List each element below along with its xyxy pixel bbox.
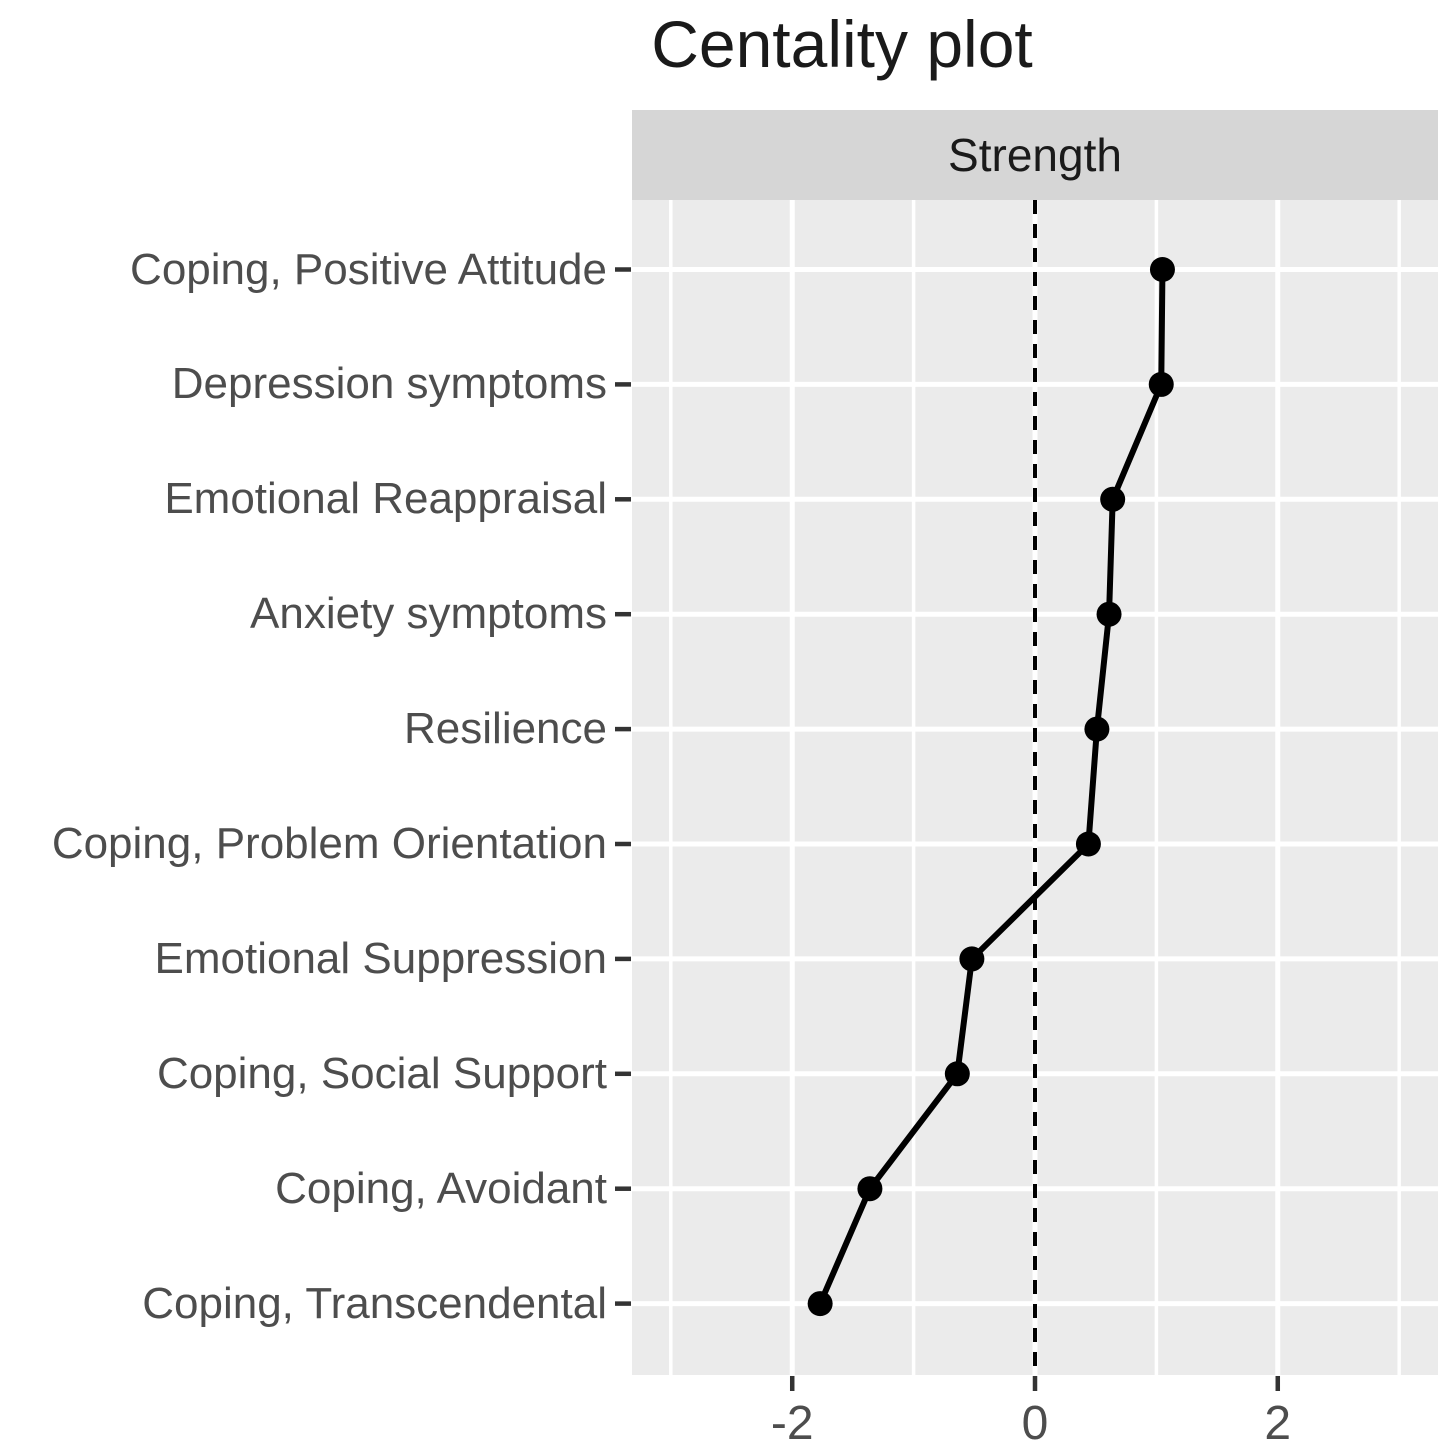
data-point xyxy=(944,1061,970,1087)
y-axis-label: Coping, Avoidant xyxy=(275,1163,607,1213)
data-point xyxy=(1100,486,1126,512)
y-axis-label: Anxiety symptoms xyxy=(250,589,607,639)
data-point xyxy=(857,1176,883,1202)
y-axis-label: Depression symptoms xyxy=(171,359,607,409)
data-line xyxy=(817,269,1166,1305)
y-axis-label: Emotional Suppression xyxy=(154,933,607,983)
x-axis-tick-label: 0 xyxy=(1021,1397,1049,1450)
y-axis-label: Coping, Transcendental xyxy=(142,1278,607,1328)
data-point xyxy=(1084,716,1110,742)
data-point xyxy=(1149,257,1175,282)
chart-title: Centality plot xyxy=(651,7,1033,81)
facet-strip-label: Strength xyxy=(948,129,1122,181)
data-point xyxy=(1075,831,1101,857)
data-point xyxy=(1096,601,1122,627)
y-axis-label: Resilience xyxy=(404,704,607,754)
data-point xyxy=(1148,371,1174,397)
x-axis-tick-label: -2 xyxy=(770,1397,814,1450)
y-axis-label: Coping, Positive Attitude xyxy=(130,244,607,294)
y-axis-label: Coping, Problem Orientation xyxy=(51,819,607,868)
data-point xyxy=(807,1291,833,1317)
y-axis-label: Emotional Reappraisal xyxy=(164,474,607,524)
data-point xyxy=(959,946,985,972)
y-axis-label: Coping, Social Support xyxy=(156,1048,607,1098)
x-axis-tick-label: 2 xyxy=(1264,1397,1292,1450)
facet-strip: Strength xyxy=(632,110,1438,200)
